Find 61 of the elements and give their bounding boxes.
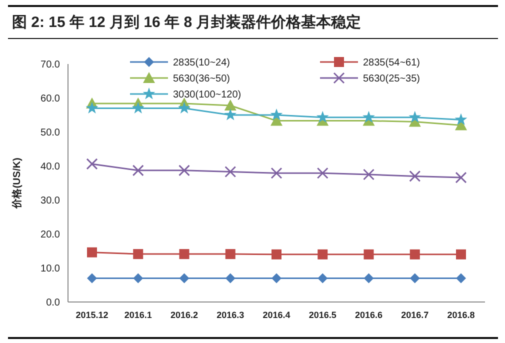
point: [316, 167, 328, 179]
point: [410, 249, 420, 260]
x-tick-label: 2016.6: [354, 310, 383, 320]
point: [270, 167, 282, 179]
point: [86, 158, 98, 170]
y-tick-label: 50.0: [40, 128, 60, 138]
point: [318, 273, 328, 284]
point: [270, 108, 283, 120]
point: [272, 273, 282, 284]
x-tick-label: 2016.7: [401, 310, 429, 320]
point: [224, 108, 237, 120]
legend-label: 5630(25~35): [363, 74, 420, 84]
point: [179, 249, 190, 260]
legend-label: 2835(54~61): [363, 58, 420, 68]
point: [224, 166, 236, 178]
y-tick-label: 40.0: [40, 162, 60, 172]
point: [364, 249, 374, 260]
point: [364, 273, 374, 284]
point: [318, 249, 328, 260]
point: [408, 110, 422, 123]
point: [178, 102, 190, 114]
point: [179, 273, 190, 284]
y-axis-title: 价格(US/K): [11, 158, 23, 210]
point: [225, 249, 236, 260]
y-tick-label: 0.0: [46, 298, 60, 308]
point: [87, 273, 97, 284]
chart-title: 图 2: 15 年 12 月到 16 年 8 月封装器件价格基本稳定: [12, 13, 362, 31]
legend-label: 5630(36~50): [173, 74, 230, 84]
point: [409, 170, 421, 182]
legend-label: 2835(10~24): [173, 58, 230, 68]
point: [132, 102, 144, 114]
x-tick-label: 2016.1: [124, 310, 152, 320]
point: [455, 172, 467, 184]
x-tick-label: 2016.5: [308, 310, 336, 320]
point: [224, 99, 236, 110]
point: [132, 164, 144, 176]
point: [133, 273, 144, 284]
x-tick-label: 2016.8: [447, 310, 475, 320]
point: [133, 249, 144, 260]
point: [178, 164, 190, 176]
point: [456, 249, 466, 260]
x-tick-label: 2015.12: [76, 310, 108, 320]
point: [456, 273, 466, 284]
point: [362, 110, 375, 123]
point: [363, 168, 374, 180]
x-tick-label: 2016.3: [216, 310, 244, 320]
y-tick-label: 30.0: [40, 196, 60, 206]
point: [410, 273, 420, 284]
legend-label: 3030(100~120): [173, 90, 242, 100]
point: [316, 110, 329, 123]
point: [87, 247, 97, 258]
point: [225, 273, 236, 284]
point: [454, 113, 468, 126]
y-tick-label: 70.0: [40, 60, 60, 70]
y-tick-label: 10.0: [40, 264, 60, 274]
point: [272, 249, 282, 260]
y-tick-label: 60.0: [40, 94, 60, 104]
x-tick-label: 2016.4: [262, 310, 290, 320]
x-tick-label: 2016.2: [170, 310, 198, 320]
point: [86, 102, 98, 114]
y-tick-label: 20.0: [40, 230, 60, 240]
